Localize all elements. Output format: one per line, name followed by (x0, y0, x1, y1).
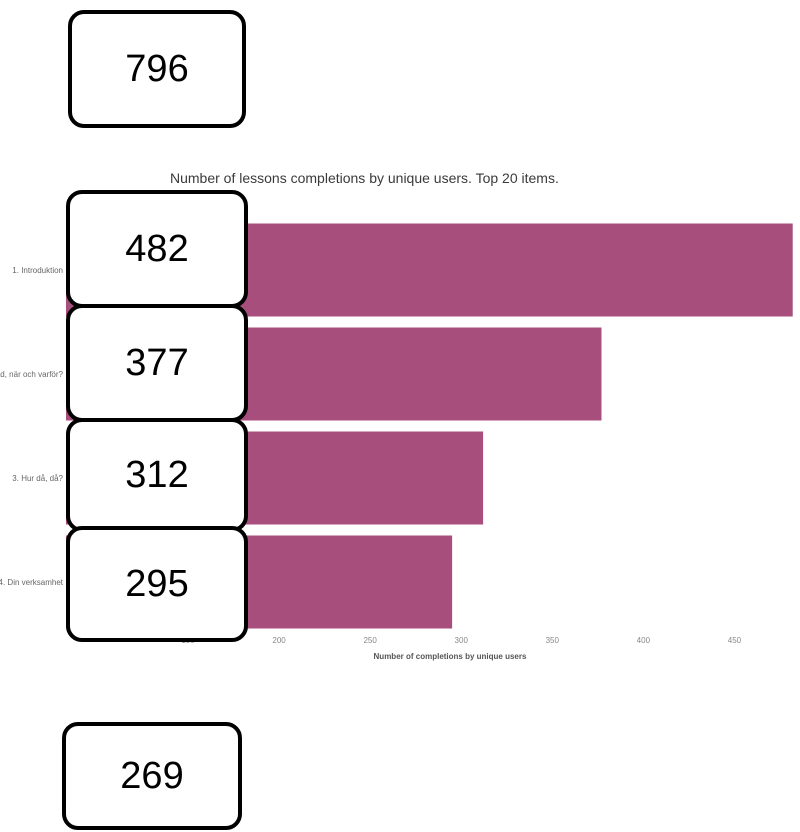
category-label-2: 2. Vad, när och varför? (0, 370, 64, 379)
category-labels: 1. Introduktion 2. Vad, när och varför? 3.… (0, 266, 64, 587)
x-tick-350: 350 (546, 636, 560, 645)
chart-title: Number of lessons completions by unique … (170, 170, 559, 186)
value-callout-377: 377 (66, 304, 248, 422)
x-tick-300: 300 (455, 636, 469, 645)
x-tick-200: 200 (272, 636, 286, 645)
category-label-1: 1. Introduktion (12, 266, 63, 275)
category-label-4: 4. Din verksamhet (0, 578, 64, 587)
value-callout-269: 269 (62, 722, 242, 830)
value-callout-796: 796 (68, 10, 246, 128)
x-tick-250: 250 (363, 636, 377, 645)
x-tick-450: 450 (728, 636, 742, 645)
category-label-3: 3. Hur då, då? (12, 474, 63, 483)
value-callout-312: 312 (66, 418, 248, 532)
x-axis-title: Number of completions by unique users (374, 652, 527, 661)
x-tick-400: 400 (637, 636, 651, 645)
value-callout-482: 482 (66, 190, 248, 308)
x-axis-ticks: 150200250300350400450 (181, 636, 741, 645)
value-callout-295: 295 (66, 526, 248, 642)
